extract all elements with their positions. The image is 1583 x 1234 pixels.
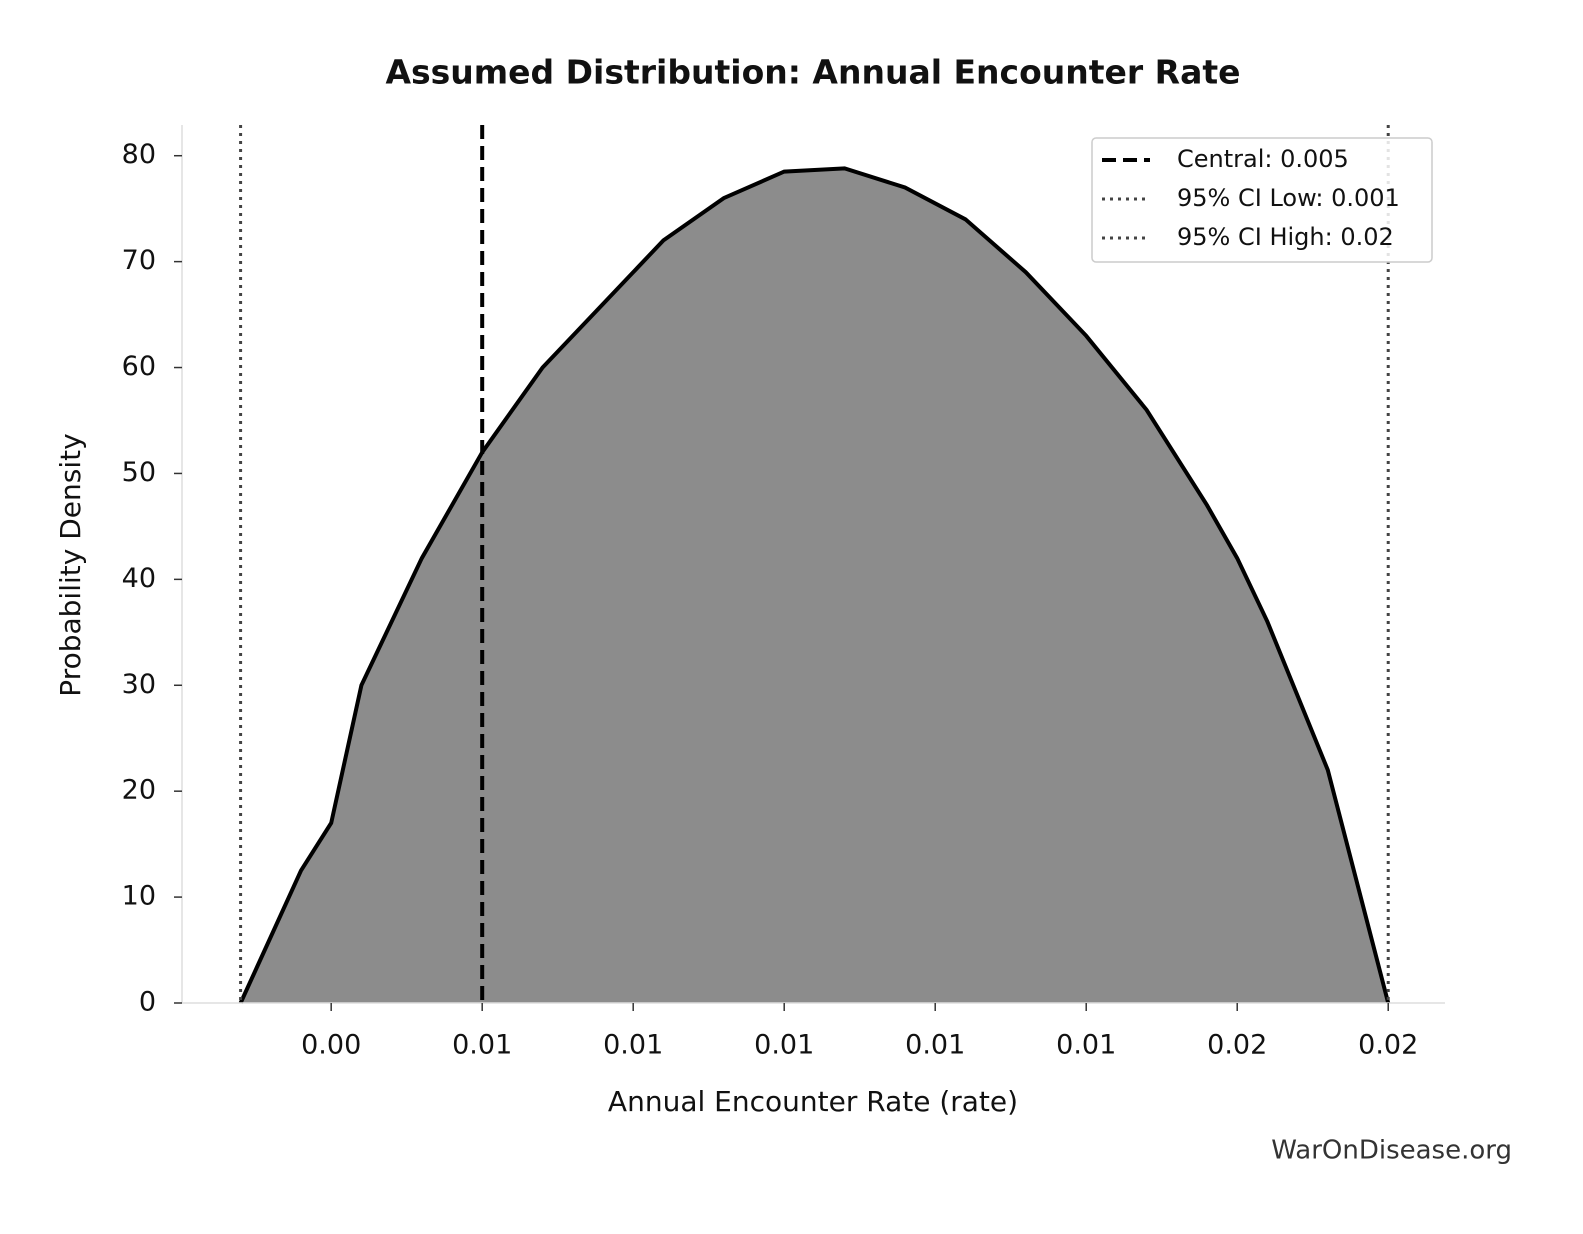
x-tick-label: 0.02 xyxy=(1358,1030,1418,1061)
x-tick-label: 0.01 xyxy=(754,1030,814,1061)
y-tick-label: 20 xyxy=(122,775,156,806)
y-tick-label: 10 xyxy=(122,881,156,912)
legend-label: 95% CI Low: 0.001 xyxy=(1177,184,1400,212)
y-tick-label: 70 xyxy=(122,245,156,276)
x-tick-label: 0.01 xyxy=(603,1030,663,1061)
x-tick-label: 0.01 xyxy=(905,1030,965,1061)
watermark: WarOnDisease.org xyxy=(1271,1136,1512,1166)
legend-box xyxy=(1091,137,1433,263)
y-tick-label: 30 xyxy=(122,669,156,700)
y-tick-label: 80 xyxy=(122,139,156,170)
x-tick-label: 0.02 xyxy=(1207,1030,1267,1061)
chart-title: Assumed Distribution: Annual Encounter R… xyxy=(385,53,1240,92)
area-fill xyxy=(240,168,1389,1003)
x-axis-label: Annual Encounter Rate (rate) xyxy=(608,1085,1018,1118)
y-tick-label: 0 xyxy=(139,987,156,1018)
y-tick-label: 50 xyxy=(122,457,156,488)
x-tick-label: 0.01 xyxy=(1056,1030,1116,1061)
legend-label: Central: 0.005 xyxy=(1177,145,1349,173)
y-tick-label: 40 xyxy=(122,563,156,594)
legend: Central: 0.005 95% CI Low: 0.001 95% CI Hi… xyxy=(1091,137,1433,263)
legend-label: 95% CI High: 0.02 xyxy=(1177,223,1394,251)
y-axis-label: Probability Density xyxy=(54,433,87,696)
y-tick-label: 60 xyxy=(122,351,156,382)
x-tick-label: 0.00 xyxy=(301,1030,361,1061)
density-line xyxy=(238,166,1391,1004)
x-tick-label: 0.01 xyxy=(452,1030,512,1061)
